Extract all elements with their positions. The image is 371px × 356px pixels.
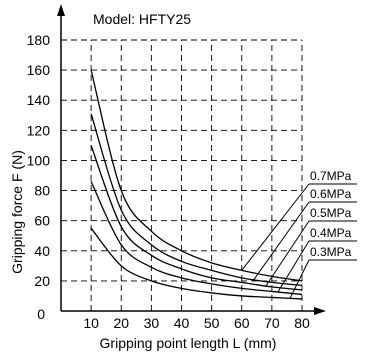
series-label: 0.6MPa bbox=[310, 187, 352, 201]
x-tick-label: 50 bbox=[204, 315, 220, 331]
series-line-0.5MPa bbox=[90, 145, 303, 291]
x-axis-label: Gripping point length L (mm) bbox=[100, 335, 277, 351]
y-tick-label: 0 bbox=[37, 306, 45, 322]
y-tick-label: 80 bbox=[34, 183, 50, 199]
x-axis-arrow bbox=[314, 307, 326, 315]
chart-title: Model: HFTY25 bbox=[93, 11, 191, 27]
y-tick-label: 180 bbox=[27, 32, 51, 48]
x-tick-label: 80 bbox=[294, 315, 310, 331]
x-tick-label: 40 bbox=[174, 315, 190, 331]
y-tick-label: 40 bbox=[34, 243, 50, 259]
series-label: 0.7MPa bbox=[310, 169, 352, 183]
series-line-0.7MPa bbox=[90, 69, 303, 282]
x-tick-label: 70 bbox=[264, 315, 280, 331]
series-line-0.3MPa bbox=[90, 227, 303, 300]
series-label: 0.3MPa bbox=[310, 245, 352, 259]
y-tick-label: 20 bbox=[34, 273, 50, 289]
series-label: 0.4MPa bbox=[310, 226, 352, 240]
y-axis-arrow bbox=[57, 4, 65, 16]
series-line-0.4MPa bbox=[90, 181, 303, 296]
axes: 10 20 30 40 50 60 70 80 0 20 40 60 80 100 120 140 160 180 bbox=[27, 4, 326, 331]
y-tick-label: 120 bbox=[27, 122, 51, 138]
series-labels: 0.7MPa 0.6MPa 0.5MPa 0.4MPa 0.3MPa bbox=[241, 169, 357, 299]
leader-line bbox=[241, 183, 310, 271]
y-tick-label: 60 bbox=[34, 213, 50, 229]
leader-line bbox=[277, 240, 310, 293]
grid bbox=[61, 39, 303, 311]
y-tick-label: 160 bbox=[27, 62, 51, 78]
leader-line bbox=[289, 259, 310, 299]
y-tick-label: 100 bbox=[27, 152, 51, 168]
x-tick-label: 30 bbox=[144, 315, 160, 331]
x-tick-label: 10 bbox=[83, 315, 99, 331]
x-tick-label: 60 bbox=[234, 315, 250, 331]
leader-line bbox=[265, 220, 310, 287]
series-lines bbox=[90, 69, 303, 300]
y-axis-label: Gripping force F (N) bbox=[9, 150, 25, 274]
series-line-0.6MPa bbox=[90, 113, 303, 287]
series-label: 0.5MPa bbox=[310, 206, 352, 220]
y-tick-label: 140 bbox=[27, 92, 51, 108]
leader-line bbox=[253, 201, 310, 280]
x-tick-label: 20 bbox=[113, 315, 129, 331]
